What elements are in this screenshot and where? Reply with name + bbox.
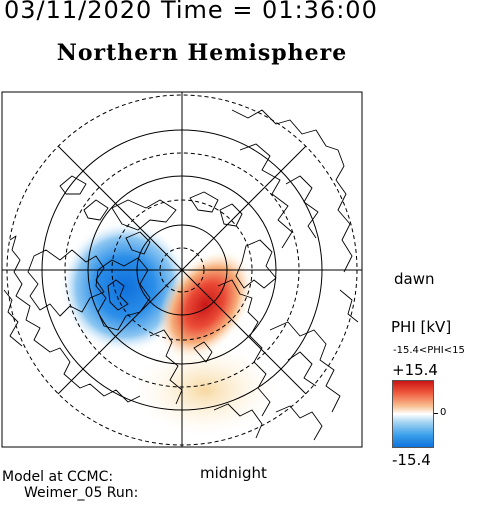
positive-cell-halo — [135, 344, 275, 436]
colorbar-min: -15.4 — [392, 451, 431, 469]
colorbar-title: PHI [kV] — [391, 318, 452, 336]
colorbar — [392, 380, 434, 448]
datetime-header: 03/11/2020 Time = 01:36:00 — [4, 0, 378, 24]
positive-cell — [157, 250, 253, 360]
dawn-label: dawn — [394, 270, 435, 288]
model-label: Model at CCMC: — [2, 469, 114, 485]
midnight-label: midnight — [200, 464, 267, 482]
colorbar-range: -15.4<PHI<15 — [393, 345, 465, 356]
meridian-lines — [2, 92, 362, 447]
colorbar-zero-tick — [434, 413, 438, 414]
coastlines — [3, 109, 359, 441]
colorbar-max: +15.4 — [392, 361, 438, 379]
polar-potential-map — [1, 91, 363, 448]
run-label: Weimer_05 Run: — [24, 485, 139, 501]
potential-pattern — [60, 221, 275, 436]
plot-title: Northern Hemisphere — [56, 40, 348, 66]
negative-cell — [60, 221, 190, 353]
colorbar-zero: 0 — [440, 407, 447, 418]
